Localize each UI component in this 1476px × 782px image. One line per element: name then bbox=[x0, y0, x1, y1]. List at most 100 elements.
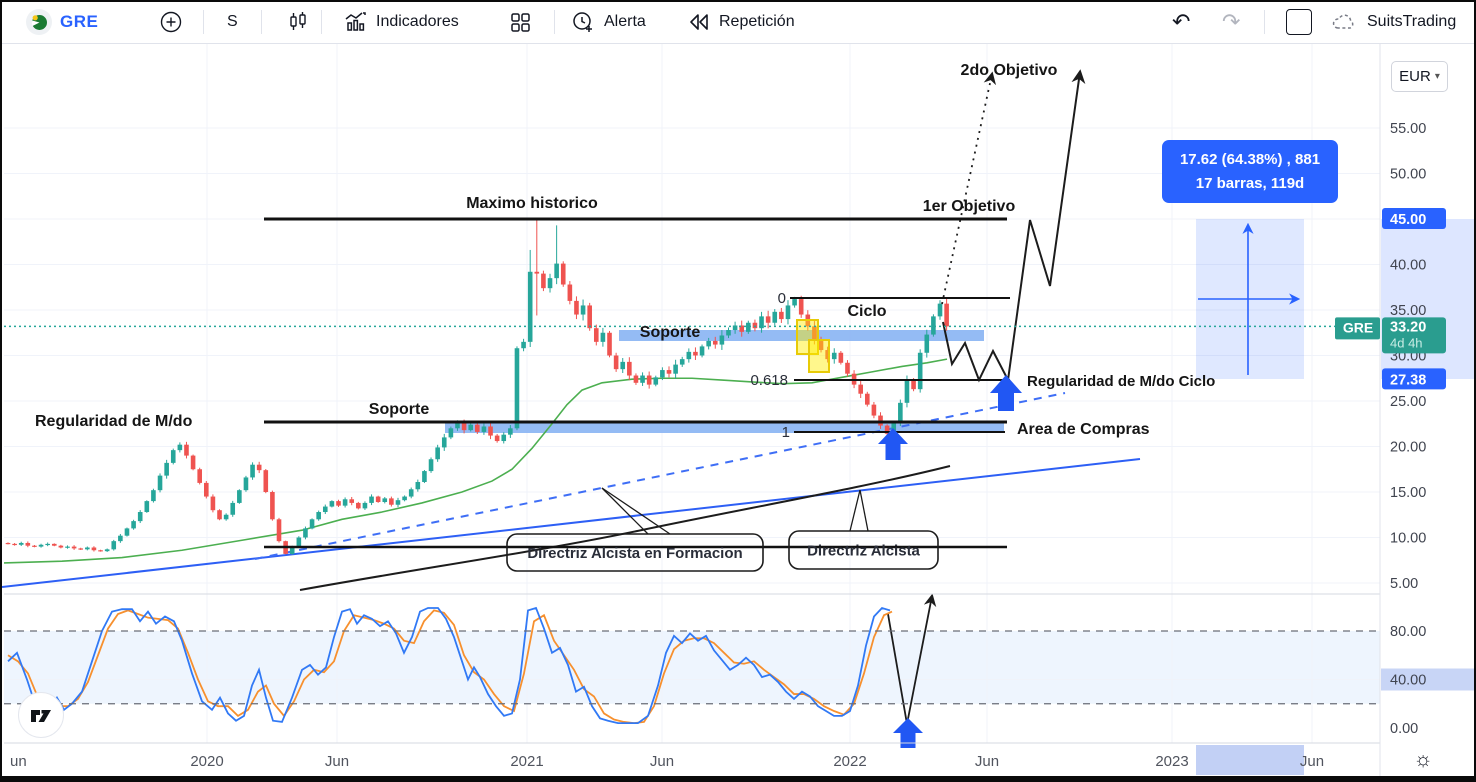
candlestick bbox=[428, 457, 434, 473]
buy-arrow-up[interactable] bbox=[990, 375, 1022, 411]
directriz-formacion-callout[interactable]: Directriz Alcista en Formacion bbox=[506, 533, 764, 572]
price-tick: 50.00 bbox=[1390, 167, 1426, 183]
candlestick bbox=[752, 319, 758, 332]
account-button[interactable]: SuitsTrading bbox=[1330, 2, 1456, 42]
candle-body bbox=[25, 542, 31, 546]
redo-button[interactable]: ↷ bbox=[1222, 2, 1240, 42]
candlestick bbox=[468, 423, 473, 432]
time-label: Jun bbox=[325, 753, 349, 770]
candlestick bbox=[481, 423, 487, 435]
highlight-box-yellow[interactable] bbox=[796, 319, 819, 355]
trendline-dashed[interactable] bbox=[254, 392, 1066, 560]
candle-body bbox=[858, 384, 863, 394]
price-chip-level_high bbox=[1382, 208, 1446, 229]
projection-zigzag-arrow[interactable] bbox=[942, 69, 1086, 384]
symbol-flag bbox=[1335, 317, 1380, 340]
annotation-soporte-upper: Soporte bbox=[640, 324, 701, 341]
undo-button[interactable]: ↶ bbox=[1172, 2, 1190, 42]
candlestick bbox=[435, 444, 440, 462]
candle-body bbox=[653, 377, 659, 385]
candle-body bbox=[481, 426, 487, 432]
candlestick bbox=[118, 533, 123, 543]
candle-body bbox=[712, 340, 718, 345]
candlestick bbox=[250, 462, 255, 480]
candlestick bbox=[336, 499, 341, 507]
band-area-compras[interactable] bbox=[445, 423, 1004, 433]
band-soporte-upper[interactable] bbox=[619, 330, 984, 341]
candlestick bbox=[726, 327, 731, 339]
symbol-button[interactable]: GRE bbox=[26, 2, 98, 42]
candle-body bbox=[627, 361, 632, 376]
candle-body bbox=[58, 545, 64, 548]
candle-body bbox=[217, 510, 222, 520]
candle-body bbox=[408, 489, 414, 497]
price-axis[interactable] bbox=[1380, 44, 1476, 776]
candlestick bbox=[739, 320, 745, 337]
candlestick bbox=[98, 549, 103, 552]
price-chip-label: 45.00 bbox=[1390, 212, 1426, 228]
buy-arrow-up[interactable] bbox=[878, 428, 908, 460]
candlestick bbox=[944, 297, 949, 331]
candle-body bbox=[574, 300, 579, 315]
dotted-projection-arrow[interactable] bbox=[941, 71, 997, 305]
annotation-area-compras: Area de Compras bbox=[1017, 421, 1150, 438]
candle-body bbox=[732, 325, 738, 331]
currency-selector[interactable]: EUR ▾ bbox=[1391, 61, 1448, 92]
candlestick bbox=[104, 548, 110, 552]
buy-arrow-up[interactable] bbox=[893, 718, 923, 748]
compare-add-button[interactable] bbox=[158, 2, 184, 42]
candlestick bbox=[871, 401, 877, 419]
window-bottom-edge bbox=[2, 776, 1474, 780]
candlestick bbox=[831, 348, 837, 364]
candle-body bbox=[270, 492, 275, 520]
trendline-solid[interactable] bbox=[2, 458, 1141, 588]
time-label: 2021 bbox=[510, 753, 543, 770]
price-tick: 15.00 bbox=[1390, 485, 1426, 501]
interval-button[interactable]: S bbox=[227, 2, 238, 42]
layout-grid-button[interactable] bbox=[508, 2, 533, 42]
candle-body bbox=[468, 424, 473, 431]
candle-body bbox=[151, 490, 156, 502]
directriz-alcista-box[interactable] bbox=[788, 530, 939, 570]
candlestick bbox=[32, 544, 37, 548]
chevron-down-icon: ▾ bbox=[1434, 71, 1440, 82]
candlestick bbox=[441, 433, 447, 451]
annotation-fib-1: 1 bbox=[782, 424, 790, 441]
candle-body bbox=[693, 351, 698, 356]
candlestick bbox=[356, 501, 361, 510]
candle-body bbox=[798, 299, 804, 315]
candle-body bbox=[32, 545, 37, 547]
fullscreen-button[interactable] bbox=[1286, 2, 1312, 42]
indicators-button[interactable]: Indicadores bbox=[343, 2, 459, 42]
candle-body bbox=[898, 402, 903, 423]
candle-body bbox=[369, 496, 374, 503]
candle-body bbox=[91, 547, 97, 551]
highlight-box-yellow[interactable] bbox=[808, 339, 830, 373]
cloud-icon bbox=[1332, 14, 1354, 29]
candle-body bbox=[931, 316, 936, 335]
pane-settings-button[interactable]: ☼ bbox=[1408, 746, 1438, 774]
alert-button[interactable]: Alerta bbox=[570, 2, 646, 42]
price-tick: 5.00 bbox=[1390, 576, 1418, 592]
directriz-formacion-box[interactable] bbox=[506, 533, 764, 572]
candlestick bbox=[937, 300, 943, 320]
candlestick bbox=[111, 539, 117, 551]
candle-body bbox=[104, 549, 110, 552]
replay-button[interactable]: Repetición bbox=[686, 2, 795, 42]
tradingview-logo[interactable] bbox=[18, 692, 64, 738]
freehand-trendline[interactable] bbox=[299, 465, 951, 591]
candlestick bbox=[825, 346, 830, 363]
candle-body bbox=[593, 328, 599, 342]
candlestick bbox=[402, 495, 407, 502]
candle-body bbox=[818, 339, 824, 351]
candlestick bbox=[746, 320, 751, 334]
candle-body bbox=[18, 542, 24, 545]
candle-body bbox=[699, 346, 705, 356]
candle-body bbox=[428, 459, 434, 472]
candle-body bbox=[441, 437, 447, 448]
candlestick bbox=[5, 542, 11, 545]
candle-body bbox=[534, 271, 540, 274]
chart-style-button[interactable] bbox=[285, 2, 311, 42]
directriz-alcista-callout[interactable]: Directriz Alcista bbox=[788, 530, 939, 570]
